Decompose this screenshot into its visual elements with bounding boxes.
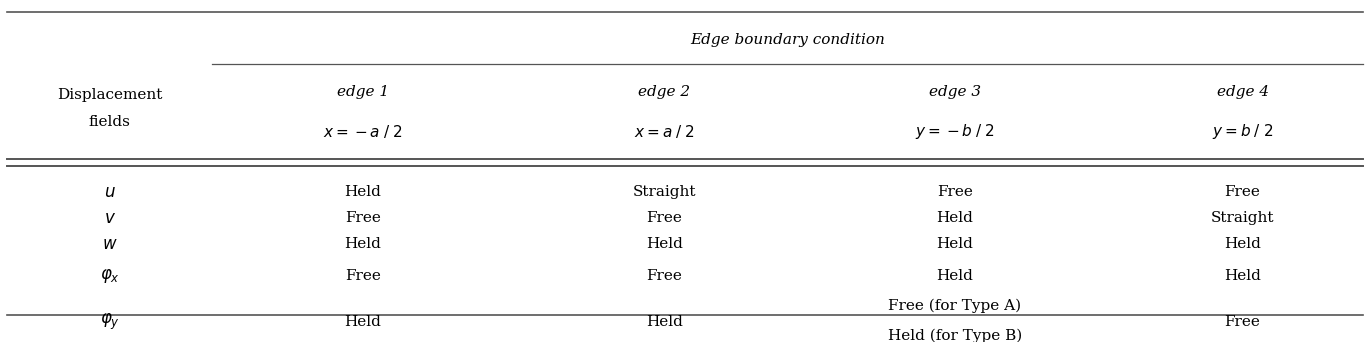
Text: $v$: $v$ xyxy=(104,210,115,227)
Text: Free: Free xyxy=(937,185,973,199)
Text: fields: fields xyxy=(89,115,130,129)
Text: $\varphi_x$: $\varphi_x$ xyxy=(100,267,119,285)
Text: Held: Held xyxy=(1225,269,1260,284)
Text: Held: Held xyxy=(647,237,682,251)
Text: Held: Held xyxy=(647,315,682,329)
Text: Held: Held xyxy=(937,269,973,284)
Text: $u$: $u$ xyxy=(104,184,115,201)
Text: Displacement: Displacement xyxy=(58,88,162,102)
Text: Straight: Straight xyxy=(1211,211,1274,225)
Text: edge 3: edge 3 xyxy=(929,84,981,98)
Text: Straight: Straight xyxy=(633,185,696,199)
Text: Free: Free xyxy=(345,211,381,225)
Text: Held: Held xyxy=(345,237,381,251)
Text: Held: Held xyxy=(937,237,973,251)
Text: Free: Free xyxy=(345,269,381,284)
Text: $y = b\;/\;2$: $y = b\;/\;2$ xyxy=(1212,122,1273,141)
Text: Held: Held xyxy=(1225,237,1260,251)
Text: Free: Free xyxy=(1225,315,1260,329)
Text: Free (for Type A): Free (for Type A) xyxy=(888,298,1022,313)
Text: Free: Free xyxy=(647,269,682,284)
Text: Edge boundary condition: Edge boundary condition xyxy=(690,33,885,47)
Text: Free: Free xyxy=(1225,185,1260,199)
Text: $x = a\;/\;2$: $x = a\;/\;2$ xyxy=(634,123,695,140)
Text: edge 1: edge 1 xyxy=(337,84,389,98)
Text: Held: Held xyxy=(345,315,381,329)
Text: Held: Held xyxy=(937,211,973,225)
Text: Held (for Type B): Held (for Type B) xyxy=(888,329,1022,342)
Text: edge 4: edge 4 xyxy=(1217,84,1269,98)
Text: $\varphi_y$: $\varphi_y$ xyxy=(100,312,119,332)
Text: Free: Free xyxy=(647,211,682,225)
Text: $x = -a\;/\;2$: $x = -a\;/\;2$ xyxy=(323,123,403,140)
Text: $w$: $w$ xyxy=(101,236,118,253)
Text: edge 2: edge 2 xyxy=(638,84,690,98)
Text: Held: Held xyxy=(345,185,381,199)
Text: $y = -b\;/\;2$: $y = -b\;/\;2$ xyxy=(915,122,995,141)
